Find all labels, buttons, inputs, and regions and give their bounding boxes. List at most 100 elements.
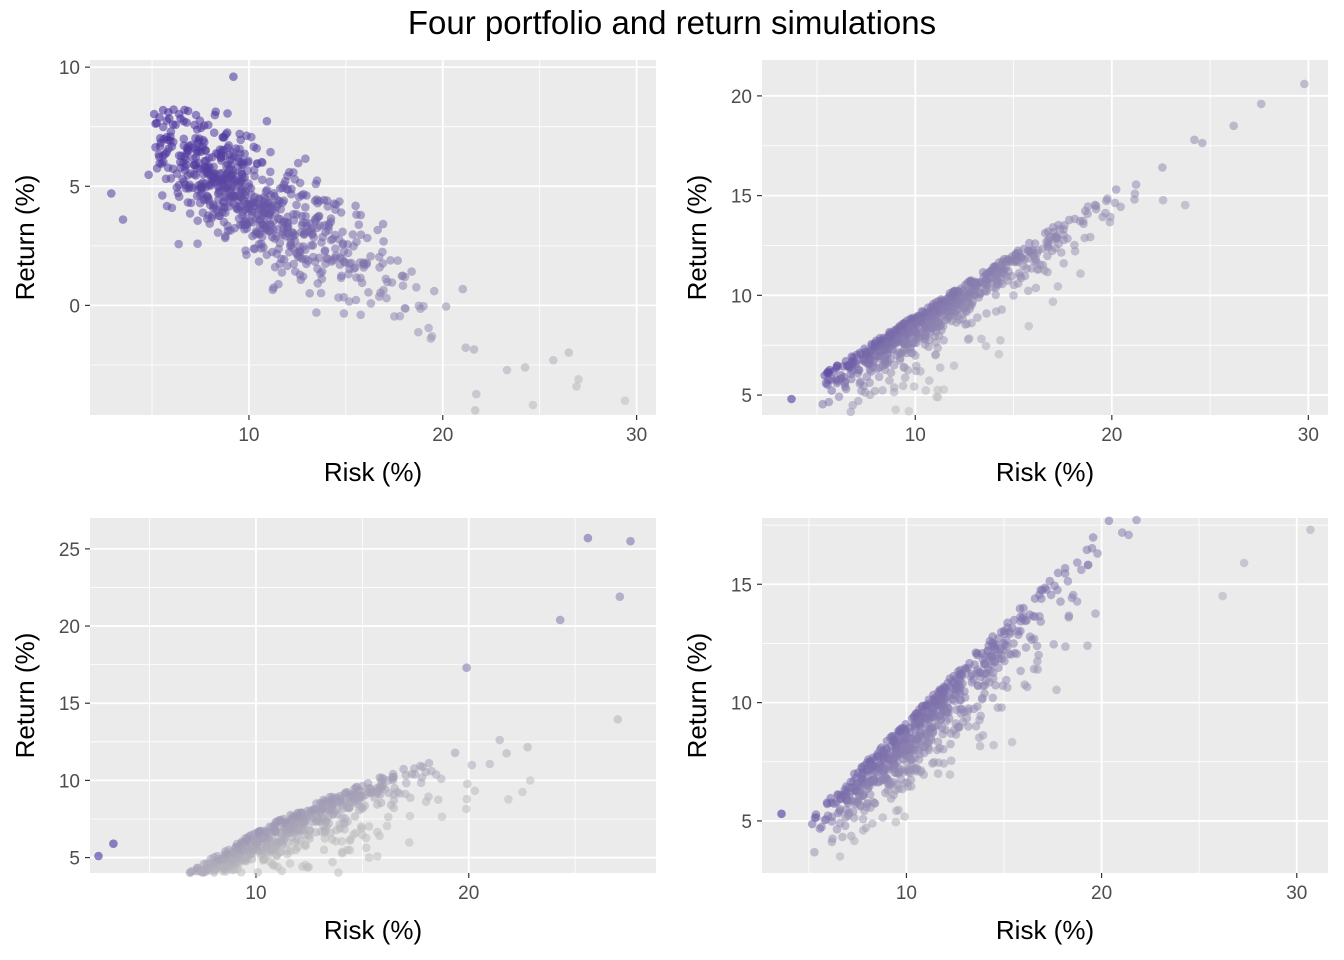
x-axis-title: Risk (%) — [324, 457, 422, 487]
scatter-point — [159, 157, 168, 167]
scatter-point — [154, 150, 164, 159]
scatter-point — [174, 180, 184, 190]
scatter-point — [209, 170, 218, 179]
scatter-point — [1063, 234, 1072, 243]
scatter-point — [977, 334, 986, 344]
scatter-point — [419, 301, 428, 311]
scatter-point — [1239, 558, 1249, 568]
scatter-point — [389, 772, 398, 782]
scatter-point — [1048, 235, 1057, 244]
y-tick-label: 15 — [59, 694, 80, 715]
scatter-point — [320, 246, 330, 255]
scatter-point — [373, 852, 382, 861]
scatter-point — [349, 264, 359, 273]
scatter-point — [525, 776, 535, 785]
scatter-point — [195, 198, 205, 208]
scatter-point — [195, 134, 204, 143]
scatter-point — [913, 734, 922, 744]
scatter-point — [886, 794, 896, 803]
scatter-point — [366, 299, 376, 308]
scatter-point — [613, 715, 623, 724]
scatter-point — [316, 805, 326, 815]
scatter-point — [1009, 291, 1018, 300]
scatter-point — [424, 758, 434, 768]
scatter-point — [208, 203, 218, 213]
scatter-point — [1020, 255, 1029, 264]
scatter-point — [925, 376, 934, 385]
scatter-point — [287, 832, 297, 842]
scatter-point — [213, 228, 223, 237]
scatter-point — [414, 327, 423, 337]
scatter-point — [236, 167, 246, 176]
scatter-point — [1046, 590, 1056, 600]
scatter-point — [265, 857, 275, 867]
scatter-point — [980, 659, 989, 668]
scatter-point — [236, 149, 245, 159]
scatter-point — [241, 187, 250, 196]
scatter-point — [183, 198, 193, 207]
scatter-point — [109, 839, 118, 848]
scatter-point — [219, 217, 229, 227]
scatter-point — [832, 363, 841, 373]
scatter-point — [1025, 632, 1035, 641]
scatter-point — [868, 753, 878, 762]
scatter-point — [935, 363, 945, 372]
scatter-point — [856, 802, 865, 811]
scatter-point — [901, 332, 910, 342]
scatter-point — [241, 246, 250, 255]
scatter-point — [973, 665, 982, 675]
scatter-point — [891, 817, 901, 827]
chart-panel-1: 10 20 30 0 5 10 Risk (%) Return (%) — [10, 58, 656, 487]
scatter-point — [897, 723, 907, 733]
scatter-point — [437, 812, 447, 821]
scatter-point — [322, 196, 332, 205]
scatter-point — [878, 346, 887, 356]
scatter-point — [276, 836, 286, 846]
scatter-point — [214, 211, 224, 221]
scatter-point — [895, 356, 905, 365]
scatter-point — [949, 678, 959, 688]
scatter-point — [312, 308, 321, 317]
scatter-point — [214, 854, 223, 864]
scatter-point — [307, 241, 316, 250]
scatter-point — [266, 207, 275, 216]
scatter-point — [945, 296, 954, 306]
scatter-point — [818, 399, 827, 409]
scatter-point — [1009, 280, 1019, 290]
scatter-point — [266, 167, 275, 177]
scatter-point — [254, 257, 264, 266]
scatter-point — [258, 220, 268, 230]
scatter-point — [811, 813, 821, 822]
scatter-point — [1024, 321, 1034, 331]
x-tick-label: 20 — [458, 883, 479, 904]
scatter-point — [326, 235, 336, 245]
scatter-point — [1013, 627, 1023, 636]
scatter-point — [902, 730, 912, 739]
chart-panel-4: 10 20 30 5 10 15 Risk (%) Return (%) — [682, 515, 1328, 945]
scatter-point — [262, 828, 271, 837]
scatter-point — [196, 180, 206, 189]
scatter-point — [262, 250, 272, 260]
scatter-point — [144, 170, 153, 180]
scatter-point — [375, 263, 384, 272]
scatter-point — [1083, 209, 1092, 219]
scatter-point — [247, 132, 256, 142]
scatter-point — [518, 787, 527, 797]
scatter-point — [815, 824, 825, 833]
scatter-point — [163, 163, 173, 172]
scatter-point — [1049, 640, 1058, 649]
scatter-point — [1025, 610, 1034, 619]
scatter-point — [917, 306, 927, 316]
scatter-point — [1038, 585, 1047, 595]
scatter-point — [894, 805, 903, 815]
scatter-point — [996, 336, 1005, 345]
scatter-point — [210, 110, 220, 120]
scatter-point — [186, 867, 195, 877]
scatter-point — [988, 632, 997, 641]
scatter-point — [161, 174, 171, 184]
y-tick-label: 20 — [731, 87, 752, 108]
scatter-point — [946, 729, 956, 738]
scatter-point — [254, 827, 263, 837]
scatter-point — [310, 196, 320, 206]
scatter-point — [827, 386, 836, 395]
